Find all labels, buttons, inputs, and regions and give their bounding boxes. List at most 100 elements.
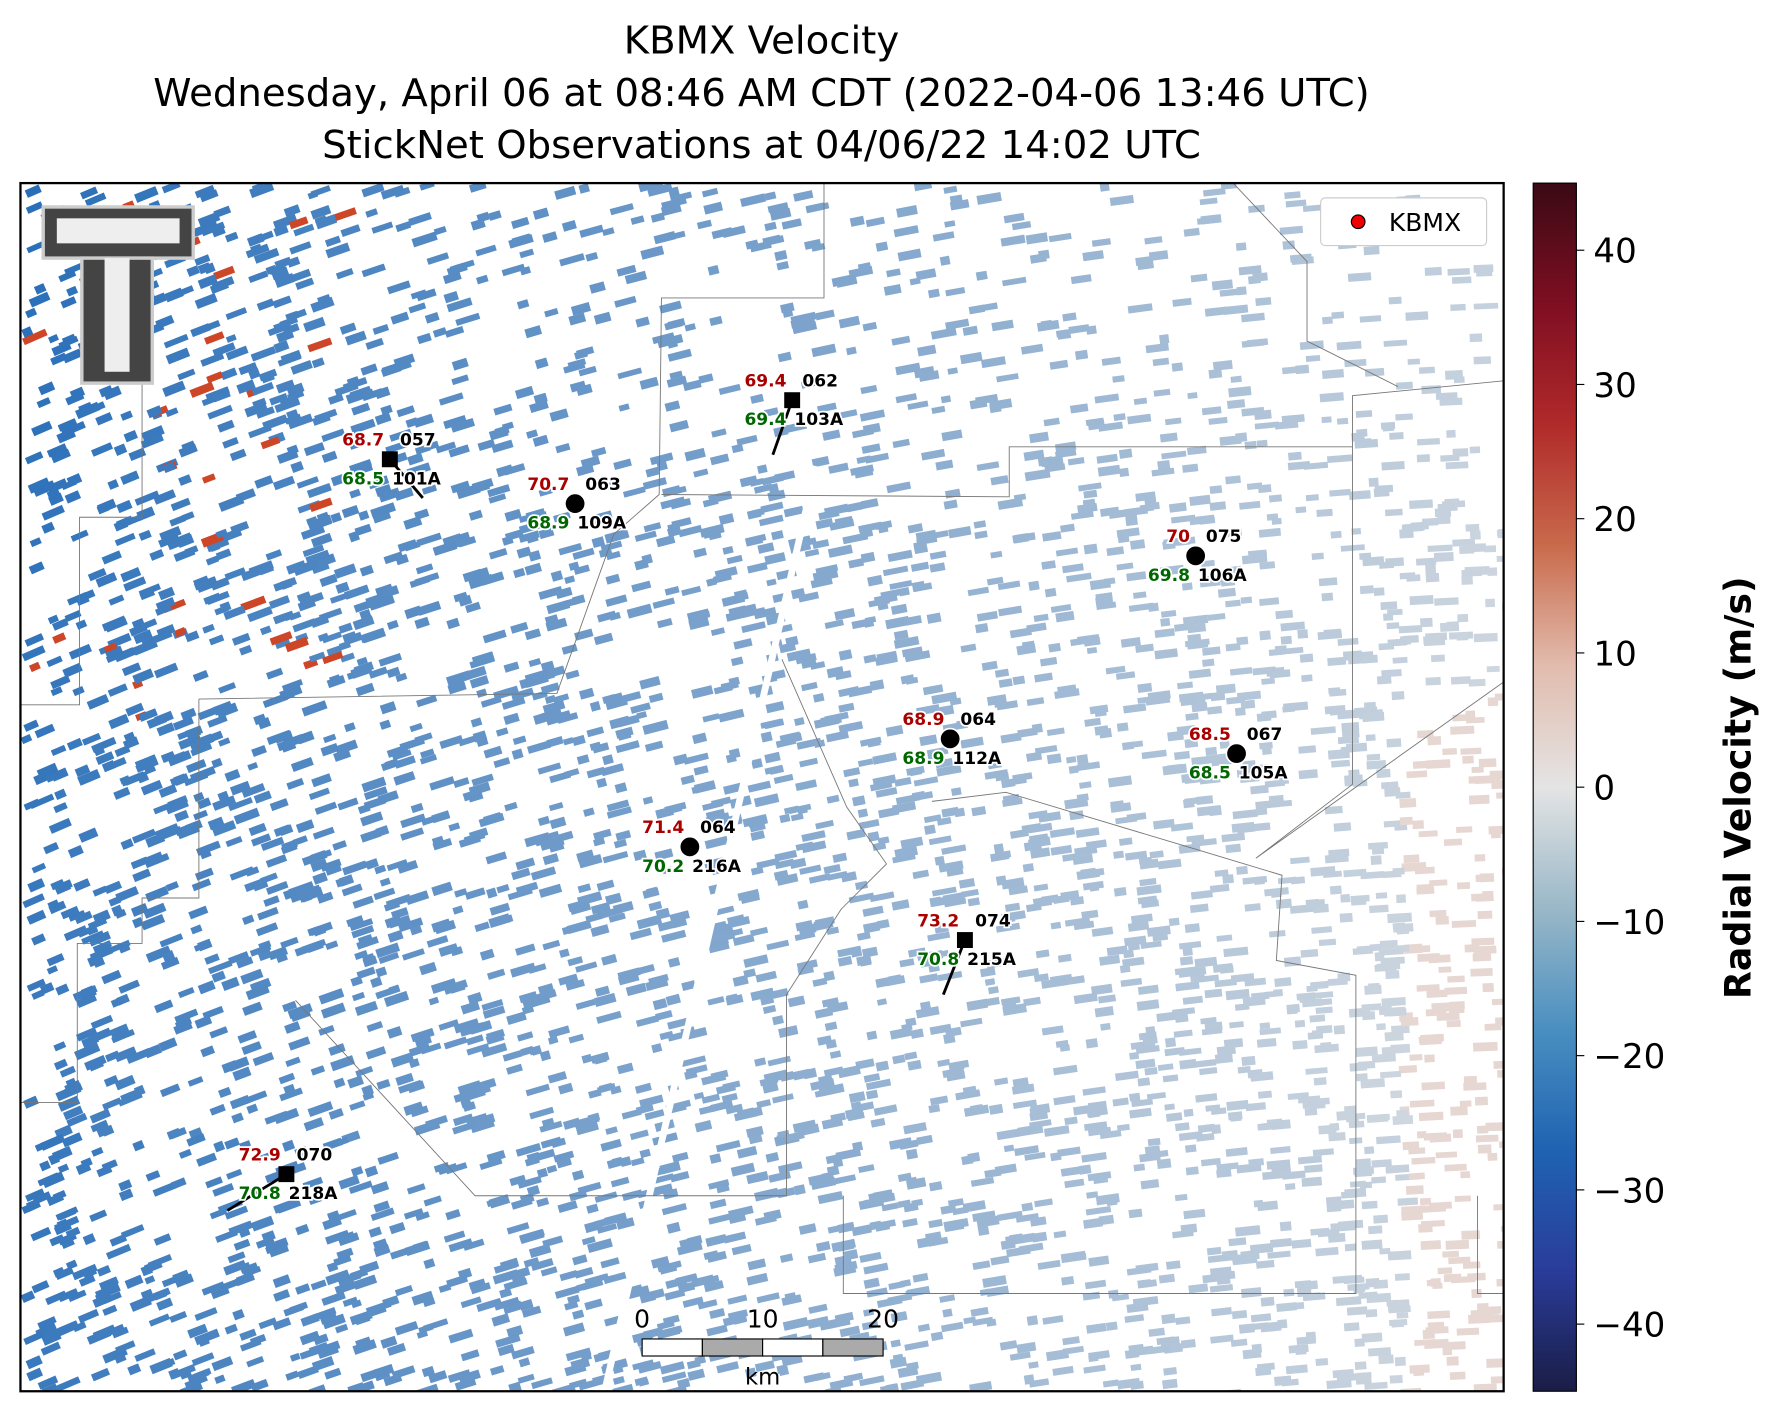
radar-gate — [515, 857, 536, 871]
radar-gate — [1421, 385, 1442, 395]
radar-gate — [1285, 199, 1307, 208]
radar-gate — [172, 716, 194, 731]
radar-gate — [501, 696, 526, 710]
radar-gate — [1042, 531, 1062, 542]
radar-gate — [916, 1134, 933, 1145]
radar-gate — [1260, 1296, 1275, 1307]
radar-gate — [1067, 456, 1085, 466]
radar-gate — [875, 1060, 890, 1072]
radar-gate — [454, 888, 468, 898]
radar-gate — [1185, 774, 1210, 784]
radar-gate — [395, 672, 408, 683]
radar-gate — [693, 1091, 705, 1100]
radar-gate — [870, 1117, 886, 1128]
radar-gate — [542, 231, 558, 243]
radar-gate — [715, 1140, 741, 1153]
radar-gate — [261, 1230, 276, 1243]
radar-gate — [534, 357, 549, 370]
radar-gate — [1077, 761, 1101, 771]
radar-gate — [1412, 760, 1433, 769]
radar-gate — [681, 585, 702, 597]
radar-gate — [321, 631, 343, 644]
radar-gate — [1087, 1107, 1101, 1119]
radar-gate — [296, 476, 319, 489]
radar-gate — [837, 1221, 855, 1234]
radar-gate — [204, 953, 220, 965]
radar-gate — [1473, 356, 1491, 365]
radar-gate — [657, 1260, 682, 1273]
radar-gate — [1082, 250, 1104, 262]
radar-gate — [421, 1365, 435, 1378]
radar-gate — [428, 996, 440, 1006]
radar-gate — [576, 754, 590, 765]
radar-gate — [570, 1357, 591, 1371]
radar-gate — [162, 461, 177, 473]
radar-gate — [904, 1051, 918, 1061]
radar-gate — [532, 207, 550, 220]
radar-gate — [274, 273, 296, 288]
radar-gate — [278, 1072, 296, 1085]
radar-gate — [1371, 1176, 1387, 1184]
radar-gate — [1046, 727, 1065, 736]
radar-gate — [302, 544, 325, 558]
radar-gate — [635, 316, 650, 328]
radar-gate — [1216, 1162, 1239, 1171]
radar-gate — [723, 1231, 747, 1244]
radar-gate — [101, 1124, 115, 1137]
radar-gate — [22, 328, 48, 346]
radar-gate — [191, 1352, 215, 1367]
station-marker — [564, 492, 587, 515]
radar-gate — [1321, 592, 1334, 602]
radar-gate — [694, 1120, 713, 1133]
radar-gate — [355, 1336, 372, 1350]
radar-gate — [488, 210, 502, 221]
radar-gate — [327, 1210, 340, 1221]
radar-gate — [1385, 1165, 1399, 1174]
radar-gate — [645, 466, 660, 478]
radar-gate — [148, 1313, 171, 1327]
radar-gate — [793, 717, 805, 726]
radar-gate — [123, 731, 136, 742]
radar-gate — [1324, 853, 1349, 864]
radar-gate — [296, 730, 315, 745]
radar-gate — [1132, 591, 1147, 599]
radar-gate — [335, 581, 350, 594]
radar-gate — [292, 559, 319, 576]
radar-gate — [239, 1140, 252, 1150]
radar-gate — [154, 999, 174, 1014]
radar-gate — [998, 678, 1013, 688]
radar-gate — [1493, 1203, 1504, 1211]
radar-gate — [905, 1148, 918, 1160]
radar-gate — [236, 956, 254, 969]
radar-gate — [798, 591, 820, 603]
radar-gate — [1405, 1185, 1424, 1195]
radar-gate — [1237, 1066, 1251, 1074]
radar-gate — [443, 983, 457, 995]
radar-gate — [1365, 1277, 1380, 1288]
radar-gate — [391, 1365, 416, 1380]
radar-gate — [517, 1373, 535, 1384]
radar-gate — [21, 326, 34, 339]
radar-gate — [701, 1093, 721, 1104]
radar-gate — [92, 957, 106, 968]
radar-gate — [1383, 339, 1408, 347]
radar-gate — [308, 1342, 330, 1357]
radar-gate — [349, 918, 374, 932]
radar-gate — [669, 1171, 690, 1183]
radar-gate — [481, 999, 504, 1012]
radar-gate — [1315, 1358, 1329, 1366]
radar-gate — [389, 1221, 406, 1235]
radar-gate — [1240, 1287, 1262, 1298]
radar-gate — [1368, 982, 1380, 992]
radar-gate — [187, 1323, 208, 1339]
radar-gate — [654, 848, 674, 861]
radar-gate — [64, 609, 82, 622]
radar-gate — [661, 1203, 687, 1216]
radar-gate — [218, 682, 237, 694]
radar-gate — [511, 867, 531, 881]
radar-gate — [1283, 956, 1302, 967]
radar-gate — [393, 353, 416, 368]
radar-gate — [756, 857, 780, 869]
radar-gate — [163, 333, 189, 349]
radar-gate — [443, 1036, 468, 1050]
